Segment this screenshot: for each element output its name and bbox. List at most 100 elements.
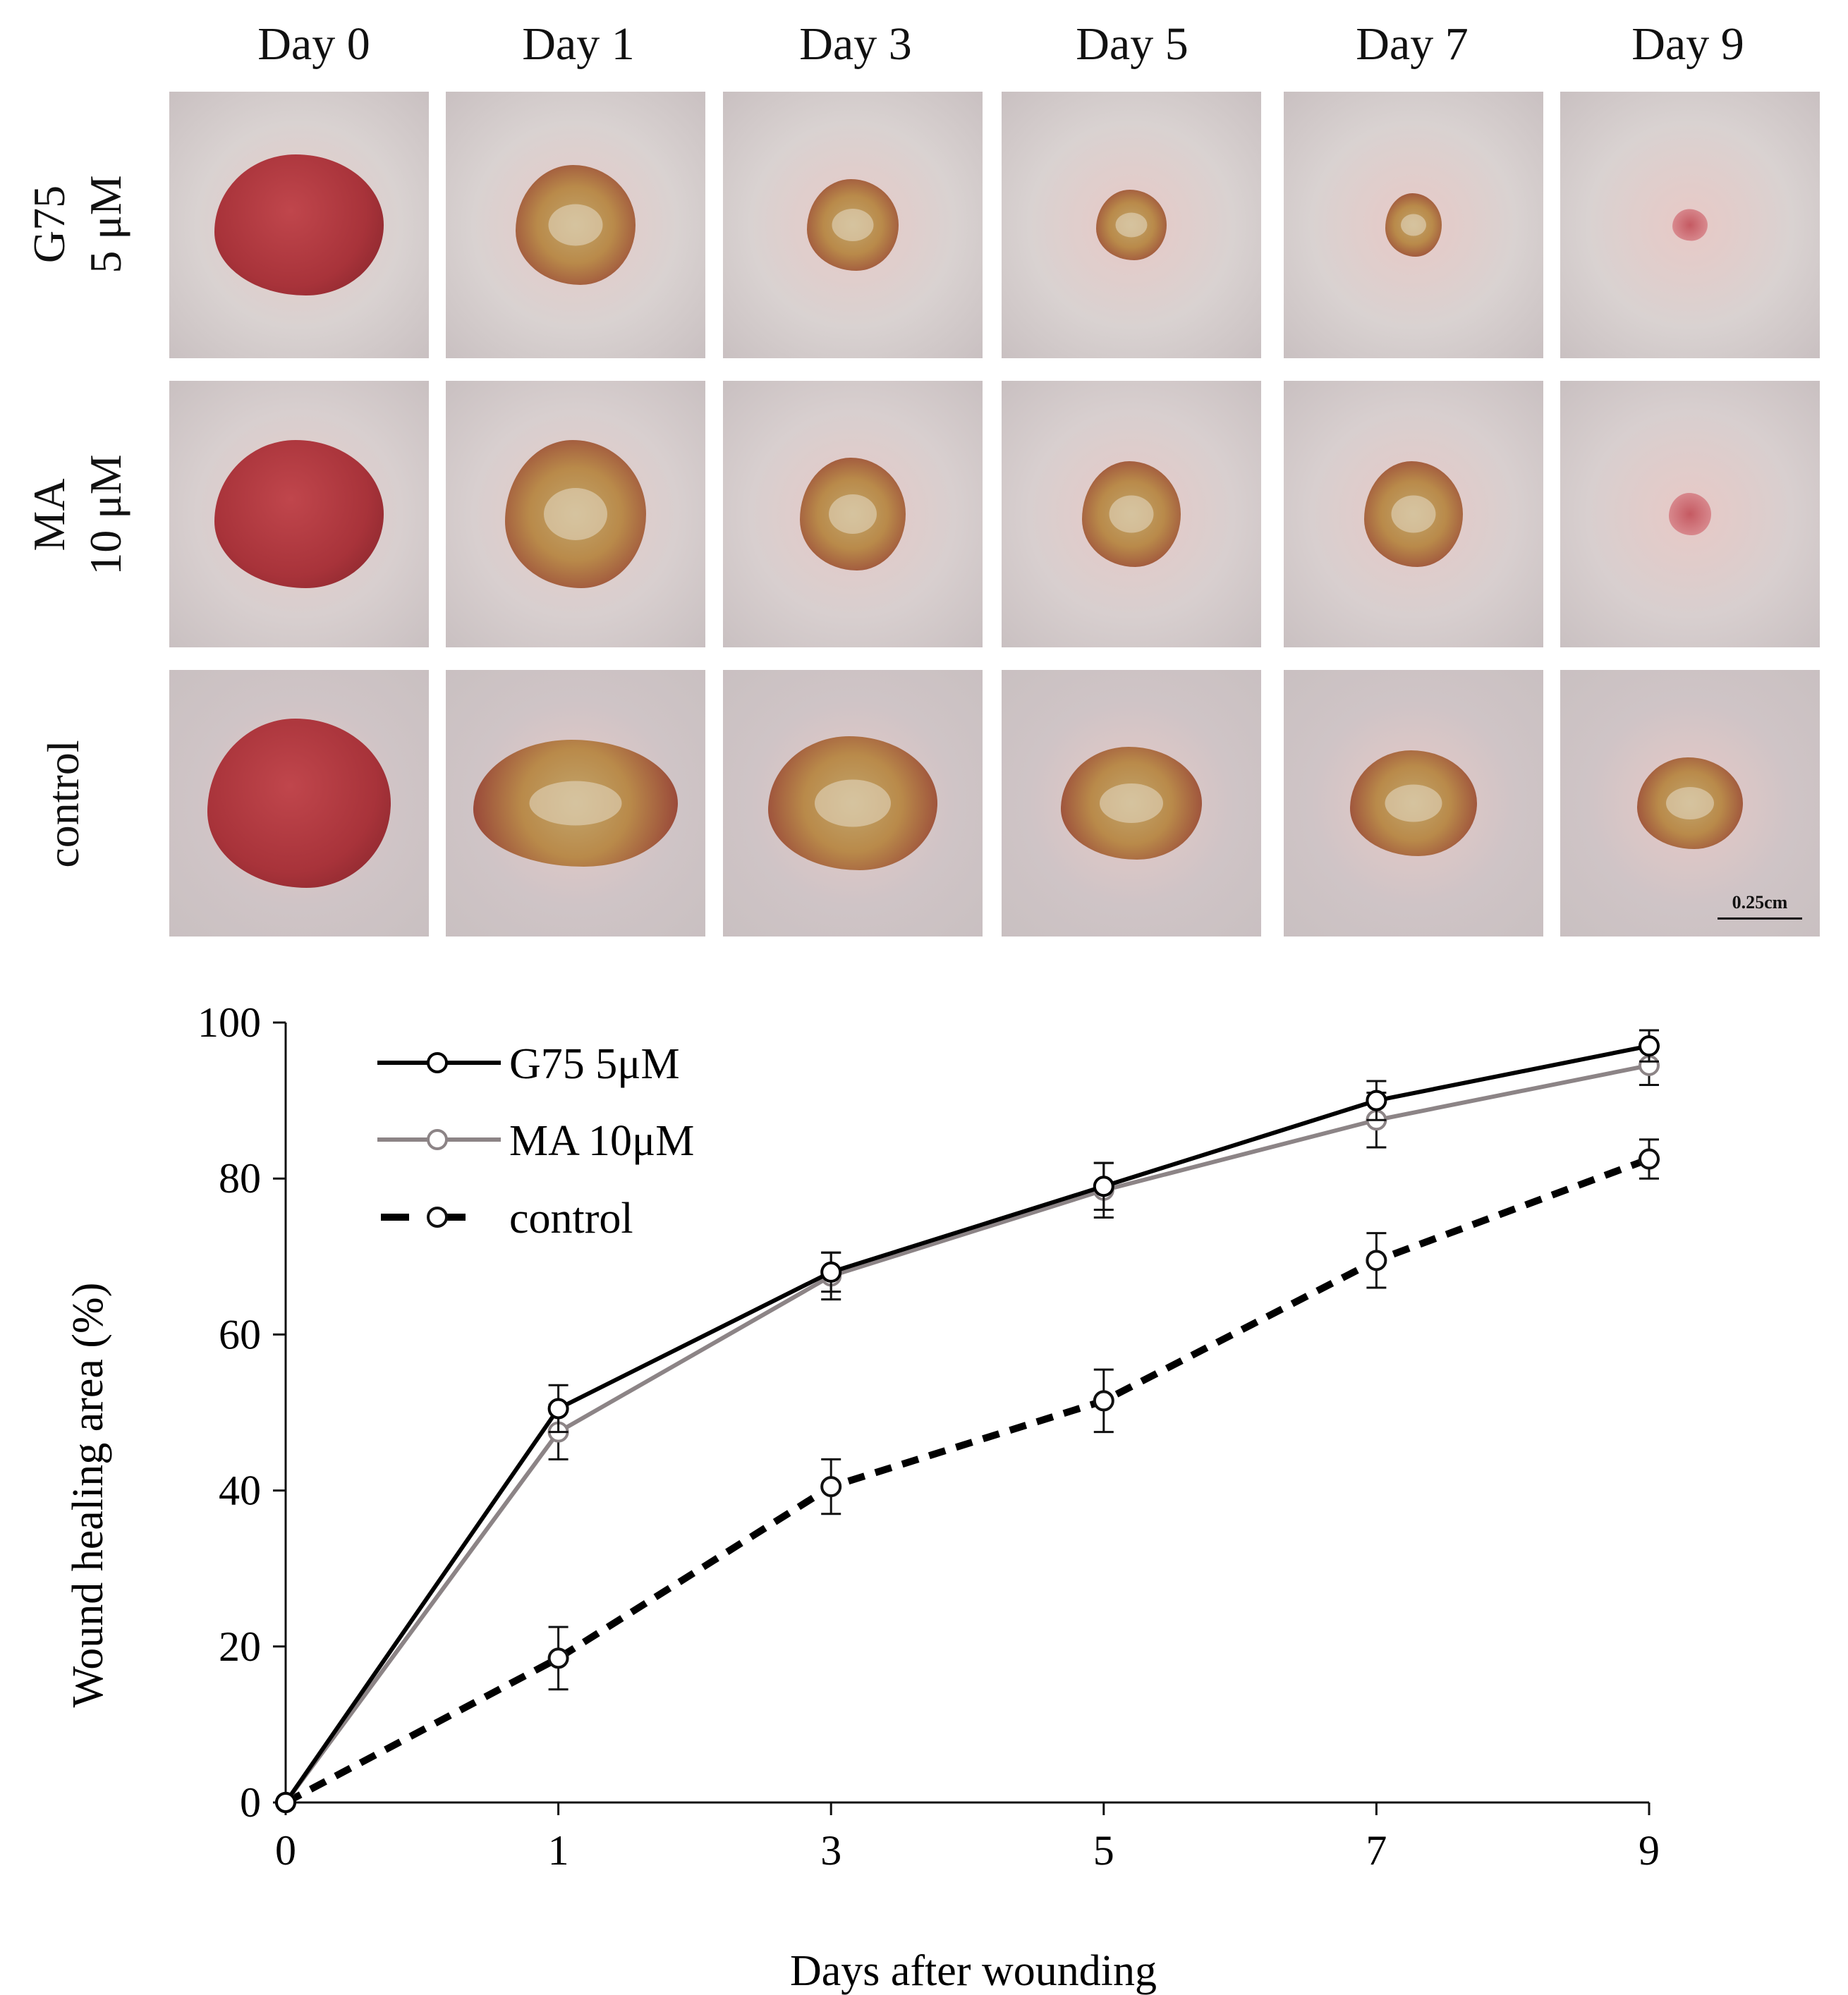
data-point-g75 [1639,1035,1660,1057]
wound-photo-control-col0 [169,670,429,937]
scab-highlight [1401,214,1426,236]
data-point-control [1366,1250,1387,1271]
legend-label-g75: G75 5μM [509,1040,680,1088]
scab-highlight [1109,495,1154,533]
data-point-control [1639,1148,1660,1170]
wound-healing-chart: 0 20 40 60 80 100 0 1 3 5 7 9 G75 5μM MA 10μM control… [64,999,1660,1995]
y-axis-label: Wound healing area (%) [64,1283,112,1708]
wound-photo-control-col4 [1284,670,1543,937]
series-control [275,1138,1660,1813]
x-tick-label: 9 [1639,1827,1660,1874]
wound-area [207,719,391,888]
scab-highlight [832,209,874,241]
y-tick-label: 80 [219,1155,261,1202]
wound-photo-control-col3 [1002,670,1261,937]
wound-photo-ma-col0 [169,381,429,647]
day-header-1: Day 1 [522,18,635,70]
wound-area [1672,209,1708,241]
series-line-control [284,1155,1651,1806]
wound-area [768,736,937,870]
data-point-control [820,1476,842,1498]
scab-highlight [1100,783,1163,823]
y-tick-label: 0 [240,1779,261,1826]
chart-series [275,1029,1660,1813]
data-point-g75 [1366,1090,1387,1111]
scale-bar-label: 0.25cm [1732,892,1788,913]
wound-area [214,440,384,588]
series-g75 [275,1029,1660,1813]
y-tick-label: 20 [219,1623,261,1670]
wound-area [1669,493,1711,535]
legend-marker-ma [427,1129,448,1150]
day-header-3: Day 3 [799,18,912,70]
series-line-ma [284,1063,1650,1804]
data-point-control [1093,1390,1114,1412]
series-ma [275,1044,1660,1813]
wound-photo-g75-col0 [169,92,429,358]
row-label-ma-line2: 10 μM [80,454,130,575]
wound-area [800,458,906,571]
x-tick-label: 1 [548,1827,569,1874]
y-tick-label: 60 [219,1311,261,1358]
day-header-0: Day 0 [257,18,370,70]
row-label-ma-line1: MA [24,478,74,551]
day-header-7: Day 7 [1356,18,1469,70]
y-tick-label: 40 [219,1468,261,1514]
series-line-g75 [284,1044,1650,1804]
x-tick-label: 0 [275,1827,296,1874]
scab-highlight [529,781,622,826]
data-point-control [547,1647,569,1669]
wound-photo-g75-col1 [446,92,705,358]
wound-photo-g75-col3 [1002,92,1261,358]
wound-area [1385,193,1442,257]
row-label-g75: G75 5 μM [18,76,138,372]
wound-area [1637,757,1743,849]
wound-photo-control-col1 [446,670,705,937]
legend-marker-control [427,1207,448,1228]
y-tick-label: 100 [197,999,261,1046]
wound-area [1082,461,1181,567]
scab-highlight [1115,212,1148,238]
wound-area [1096,190,1167,260]
x-tick-label: 5 [1093,1827,1114,1874]
wound-photo-control-col5 [1560,670,1820,937]
data-point-g75 [275,1792,296,1813]
wound-photo-g75-col2 [723,92,983,358]
day-header-9: Day 9 [1631,18,1744,70]
wound-area [473,740,678,867]
day-header-5: Day 5 [1076,18,1189,70]
scale-bar: 0.25cm [1718,892,1802,920]
wound-area [807,179,899,271]
row-label-control: control [4,656,123,952]
scab-highlight [1666,787,1714,819]
scab-highlight [544,488,607,540]
row-label-ma: MA 10 μM [18,367,138,663]
scab-highlight [1385,784,1442,822]
data-point-g75 [547,1398,569,1420]
wound-photo-ma-col2 [723,381,983,647]
legend-marker-g75 [427,1052,448,1073]
wound-photo-control-col2 [723,670,983,937]
legend-label-ma: MA 10μM [509,1117,694,1165]
wound-photo-ma-col4 [1284,381,1543,647]
wound-area [1350,750,1477,856]
scale-bar-line [1718,917,1802,920]
wound-photo-g75-col4 [1284,92,1543,358]
wound-photo-ma-col5 [1560,381,1820,647]
scab-highlight [815,779,891,827]
wound-photo-ma-col3 [1002,381,1261,647]
row-label-g75-line1: G75 [24,185,74,264]
wound-area [214,154,384,295]
chart-legend: G75 5μM MA 10μM control [377,1040,694,1243]
row-label-control-line1: control [38,740,88,868]
data-point-g75 [1093,1176,1114,1197]
wound-area [516,165,636,285]
scab-highlight [548,204,603,246]
legend-label-control: control [509,1195,633,1243]
scab-highlight [1391,495,1436,533]
data-point-g75 [820,1261,842,1283]
wound-photo-ma-col1 [446,381,705,647]
wound-photo-g75-col5 [1560,92,1820,358]
chart-axes: 0 20 40 60 80 100 0 1 3 5 7 9 [197,999,1660,1874]
wound-area [1061,747,1202,860]
